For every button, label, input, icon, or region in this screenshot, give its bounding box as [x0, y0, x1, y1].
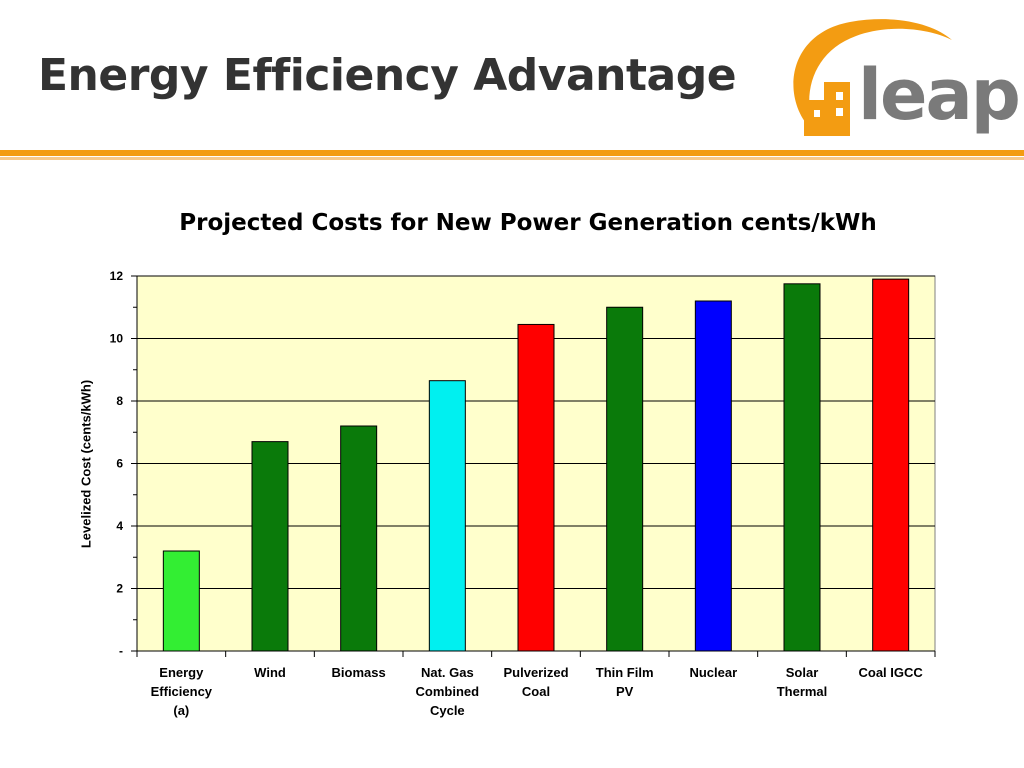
x-tick-label: Pulverized Coal: [503, 665, 569, 699]
x-tick-label: Coal IGCC: [858, 665, 923, 680]
y-tick-label: 12: [110, 269, 124, 283]
x-tick-label: Wind: [254, 665, 286, 680]
bar: [872, 278, 910, 652]
chart-title: Projected Costs for New Power Generation…: [179, 210, 877, 236]
y-tick-label: 4: [116, 519, 123, 533]
bar: [162, 550, 200, 652]
title-divider-shadow: [0, 157, 1024, 160]
x-tick-label: Nat. Gas Combined Cycle: [415, 665, 480, 718]
bar: [340, 425, 378, 652]
slide-title: Energy Efficiency Advantage: [38, 50, 737, 101]
x-tick-label: Biomass: [331, 665, 386, 680]
leap-logo: [793, 19, 952, 136]
x-tick-label: Nuclear: [689, 665, 738, 680]
y-tick-label: 2: [116, 582, 123, 596]
bar: [783, 283, 821, 652]
title-divider: [0, 150, 1024, 156]
y-tick-label: 8: [116, 394, 123, 408]
x-tick-label: Solar Thermal: [776, 665, 828, 699]
y-tick-label: 10: [110, 332, 124, 346]
bar: [428, 380, 466, 652]
x-tick-label: Energy Efficiency (a): [150, 665, 213, 718]
bar: [517, 323, 555, 652]
building-icon: [804, 82, 850, 136]
y-tick-label: -: [119, 644, 123, 658]
bar: [251, 441, 289, 652]
logo-swoosh: [793, 19, 952, 134]
bar: [606, 306, 644, 652]
y-tick-label: 6: [116, 457, 123, 471]
bar: [694, 300, 732, 652]
logo-wordmark: leap: [858, 54, 1021, 136]
x-tick-label: Thin Film PV: [595, 665, 654, 699]
